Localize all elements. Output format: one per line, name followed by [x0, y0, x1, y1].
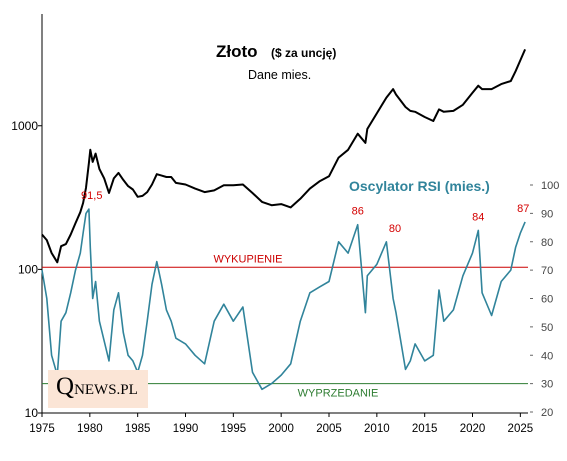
rsi-tick-label-100: 100 [541, 180, 559, 192]
x-axis-ticks: 1975 1980 1985 1990 1995 2000 2005 2010 2015 2020… [29, 413, 533, 435]
x-tick-label-2005: 2005 [316, 423, 342, 435]
x-tick-label-2025: 2025 [508, 423, 534, 435]
rsi-peak-annotation: 87 [517, 203, 529, 215]
rsi-tick-label-60: 60 [541, 294, 553, 306]
chart-title-unit: ($ za uncję) [271, 46, 336, 60]
overbought-label: WYKUPIENIE [213, 253, 282, 265]
x-tick-label-1990: 1990 [173, 423, 199, 435]
rsi-peak-annotation: 80 [389, 223, 401, 235]
rsi-peak-annotation: 91,5 [81, 190, 102, 202]
x-tick-label-2015: 2015 [412, 423, 438, 435]
logo-background [48, 370, 148, 408]
price-tick-label-1000: 1000 [11, 119, 38, 133]
rsi-tick-label-30: 30 [541, 379, 553, 391]
rsi-tick-label-50: 50 [541, 322, 553, 334]
logo-letter: Q [56, 373, 75, 400]
chart-title: Złoto [216, 42, 258, 61]
x-tick-label-2000: 2000 [268, 423, 294, 435]
series-layer [41, 49, 527, 391]
rsi-tick-label-70: 70 [541, 265, 553, 277]
rsi-series-line [41, 208, 526, 391]
annotation-layer: 91,5 86 80 84 87 [81, 190, 529, 235]
price-axis-ticks: 10 100 1000 [11, 119, 42, 420]
rsi-peak-annotation: 86 [352, 206, 364, 218]
price-tick-label-100: 100 [18, 262, 38, 276]
chart-subtitle: Dane mies. [248, 68, 311, 82]
x-tick-label-1985: 1985 [125, 423, 151, 435]
rsi-tick-label-80: 80 [541, 237, 553, 249]
oversold-label: WYPRZEDANIE [298, 388, 379, 400]
logo-text: NEWS.PL [74, 382, 138, 398]
x-tick-label-2010: 2010 [364, 423, 390, 435]
rsi-peak-annotation: 84 [472, 211, 484, 223]
qnews-logo: QNEWS.PL [56, 373, 138, 401]
rsi-tick-label-40: 40 [541, 350, 553, 362]
rsi-tick-label-90: 90 [541, 208, 553, 220]
price-tick-label-10: 10 [25, 406, 39, 420]
x-tick-label-1975: 1975 [29, 423, 55, 435]
x-tick-label-1995: 1995 [221, 423, 247, 435]
rsi-series-title: Oscylator RSI (mies.) [349, 178, 490, 194]
rsi-tick-label-20: 20 [541, 407, 553, 419]
x-tick-label-2020: 2020 [460, 423, 486, 435]
gold-price-series-line [41, 49, 527, 264]
rsi-axis-ticks: 20 30 40 50 60 70 80 90 100 [530, 180, 559, 419]
x-tick-label-1980: 1980 [77, 423, 103, 435]
